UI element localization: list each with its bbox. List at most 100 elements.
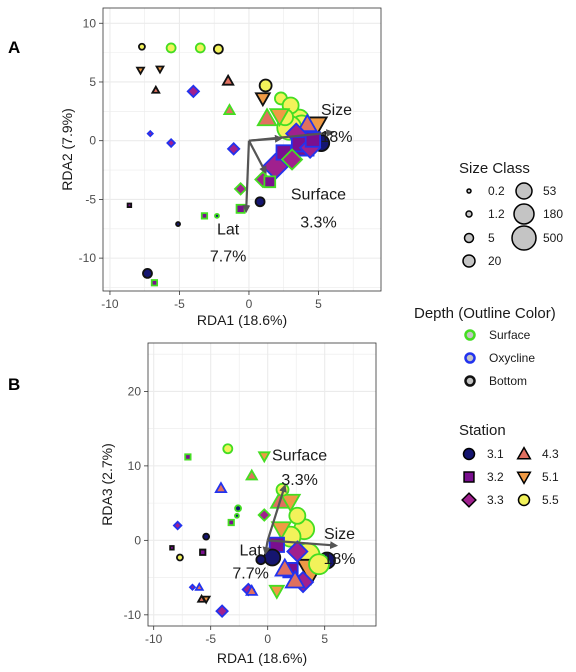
legend-station-label: 3.2 xyxy=(487,470,504,484)
data-point xyxy=(286,540,309,563)
legend-station-label: 3.1 xyxy=(487,447,504,461)
legend-size-swatch xyxy=(463,232,475,244)
legend-station-label: 5.1 xyxy=(542,470,559,484)
data-point xyxy=(254,92,272,108)
x-axis-title: RDA1 (18.6%) xyxy=(197,312,287,328)
data-point xyxy=(279,493,302,513)
legend-station-swatch xyxy=(461,492,477,508)
arrow-label: Surface xyxy=(291,186,346,203)
legend-station-label: 3.3 xyxy=(487,493,504,507)
y-axis-title: RDA3 (2.7%) xyxy=(99,443,115,525)
data-point xyxy=(308,553,330,576)
data-point xyxy=(154,65,165,75)
legend-size-label: 53 xyxy=(543,184,557,198)
y-tick-label: -10 xyxy=(124,608,142,622)
y-axis-title: RDA2 (7.9%) xyxy=(59,108,75,190)
data-point xyxy=(215,604,229,619)
x-tick-label: 0 xyxy=(246,297,253,311)
data-point xyxy=(214,212,220,219)
data-point xyxy=(304,131,321,148)
panel-b-plot: -10 -5 0 5 -10 0 10 20 RDA1 (18.6%) RDA3 (2.7%) Si… xyxy=(99,342,377,666)
biplot-arrow xyxy=(247,140,267,175)
arrow-label: Size xyxy=(324,526,355,543)
y-tick-label: -5 xyxy=(85,192,96,206)
legend-depth-label: Surface xyxy=(489,328,531,342)
x-tick-label: -5 xyxy=(174,297,185,311)
x-tick-label: 5 xyxy=(321,632,328,646)
plot-background xyxy=(103,8,381,291)
y-tick-label: 0 xyxy=(89,134,96,148)
data-point xyxy=(258,78,273,93)
legend-size-swatch xyxy=(513,203,535,225)
data-point xyxy=(235,203,246,214)
legend-size-title: Size Class xyxy=(459,160,530,177)
y-tick-label: 10 xyxy=(128,459,142,473)
data-point xyxy=(255,554,267,566)
data-point xyxy=(150,84,161,94)
legend-size-label: 1.2 xyxy=(488,207,505,221)
legend-size-label: 0.2 xyxy=(488,184,505,198)
data-point xyxy=(166,138,177,149)
arrow-label-percent: 3.3% xyxy=(281,472,317,489)
panel-b-letter: B xyxy=(8,375,20,394)
arrow-label-percent: 7.7% xyxy=(232,565,268,582)
data-point xyxy=(202,532,211,541)
legend-depth-swatch xyxy=(464,352,476,364)
arrow-label: Size xyxy=(321,102,352,119)
data-point xyxy=(199,548,207,556)
x-tick-label: 0 xyxy=(264,632,271,646)
data-point xyxy=(288,506,307,525)
data-point xyxy=(126,202,133,208)
arrow-label: Surface xyxy=(272,448,327,465)
data-point xyxy=(257,508,272,522)
data-point xyxy=(254,196,266,208)
data-point xyxy=(234,504,242,513)
data-point xyxy=(142,267,153,279)
data-point xyxy=(274,557,296,577)
data-point xyxy=(135,66,146,76)
data-point xyxy=(263,175,277,189)
data-point xyxy=(233,181,248,196)
plot-background xyxy=(148,343,376,626)
legend-size-swatch xyxy=(466,188,472,194)
data-point xyxy=(280,148,304,171)
plot-border xyxy=(147,342,377,627)
legend-station-swatch xyxy=(517,493,531,507)
legend-size-label: 20 xyxy=(488,254,502,268)
legend-station-swatch xyxy=(516,471,532,485)
arrow-label-percent: 3.3% xyxy=(300,215,336,232)
legend-size-swatch xyxy=(465,210,473,218)
y-tick-label: 0 xyxy=(134,533,141,547)
data-point xyxy=(196,593,207,603)
biplot-arrow xyxy=(266,484,287,541)
legend-size-label: 500 xyxy=(543,231,563,245)
y-tick-label: -10 xyxy=(79,251,97,265)
biplot-arrow xyxy=(267,539,339,550)
legend-size-label: 5 xyxy=(488,231,495,245)
panel-a-letter: A xyxy=(8,38,20,57)
data-point xyxy=(221,73,235,86)
arrow-label-percent: 18% xyxy=(324,551,356,568)
data-point xyxy=(172,520,183,531)
legend-depth-label: Bottom xyxy=(489,374,527,388)
data-point xyxy=(188,583,197,592)
legend-size-label: 180 xyxy=(543,207,563,221)
y-tick-label: 5 xyxy=(89,75,96,89)
data-point xyxy=(214,481,228,494)
biplot-arrow xyxy=(242,140,251,214)
data-point xyxy=(268,108,291,128)
biplot-arrow xyxy=(262,540,271,555)
legend-station-swatch xyxy=(516,446,532,460)
legend-station-title: Station xyxy=(459,422,506,439)
x-tick-label: -10 xyxy=(145,632,163,646)
y-tick-label: 20 xyxy=(128,384,142,398)
legend-depth-swatch xyxy=(464,329,476,341)
legends: Size Class 0.2 1.2 5 20 53 180 500 Depth (Outlin… xyxy=(414,160,563,508)
legend-station-label: 5.5 xyxy=(542,493,559,507)
legend-depth-title: Depth (Outline Color) xyxy=(414,305,556,322)
data-point xyxy=(234,512,240,519)
arrow-label-percent: 18% xyxy=(321,129,353,146)
data-point xyxy=(226,142,241,156)
data-point xyxy=(284,569,306,589)
data-point xyxy=(165,42,177,54)
